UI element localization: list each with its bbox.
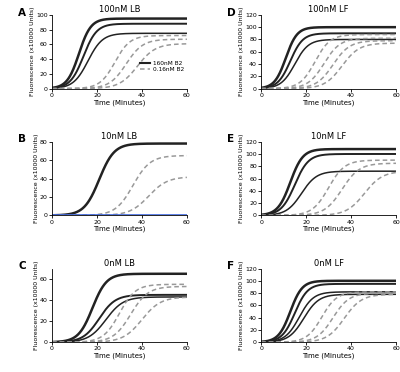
Y-axis label: Fluorescence (x10000 Units): Fluorescence (x10000 Units) (34, 261, 38, 350)
Title: 0nM LB: 0nM LB (104, 259, 135, 268)
X-axis label: Time (Minutes): Time (Minutes) (302, 99, 355, 106)
Text: B: B (18, 134, 26, 144)
X-axis label: Time (Minutes): Time (Minutes) (93, 353, 146, 359)
X-axis label: Time (Minutes): Time (Minutes) (302, 226, 355, 232)
Title: 100nM LF: 100nM LF (308, 5, 349, 14)
Y-axis label: Fluorescence (x10000 Units): Fluorescence (x10000 Units) (239, 7, 244, 96)
Text: C: C (18, 261, 26, 271)
Y-axis label: Fluorescence (x10000 Units): Fluorescence (x10000 Units) (239, 261, 244, 350)
X-axis label: Time (Minutes): Time (Minutes) (93, 99, 146, 106)
Y-axis label: Fluorescence (x10000 Units): Fluorescence (x10000 Units) (239, 134, 244, 223)
Title: 10nM LF: 10nM LF (311, 132, 346, 141)
X-axis label: Time (Minutes): Time (Minutes) (302, 353, 355, 359)
Text: F: F (227, 261, 234, 271)
Text: A: A (18, 7, 26, 17)
Y-axis label: Fluorescence (x10000 Units): Fluorescence (x10000 Units) (34, 134, 38, 223)
Title: 100nM LB: 100nM LB (99, 5, 140, 14)
Y-axis label: Fluorescence (x10000 Units): Fluorescence (x10000 Units) (30, 7, 35, 96)
Text: D: D (227, 7, 236, 17)
Legend: 160nM B2, 0.16nM B2: 160nM B2, 0.16nM B2 (140, 61, 184, 73)
Title: 0nM LF: 0nM LF (314, 259, 344, 268)
Text: E: E (227, 134, 234, 144)
X-axis label: Time (Minutes): Time (Minutes) (93, 226, 146, 232)
Title: 10nM LB: 10nM LB (101, 132, 138, 141)
